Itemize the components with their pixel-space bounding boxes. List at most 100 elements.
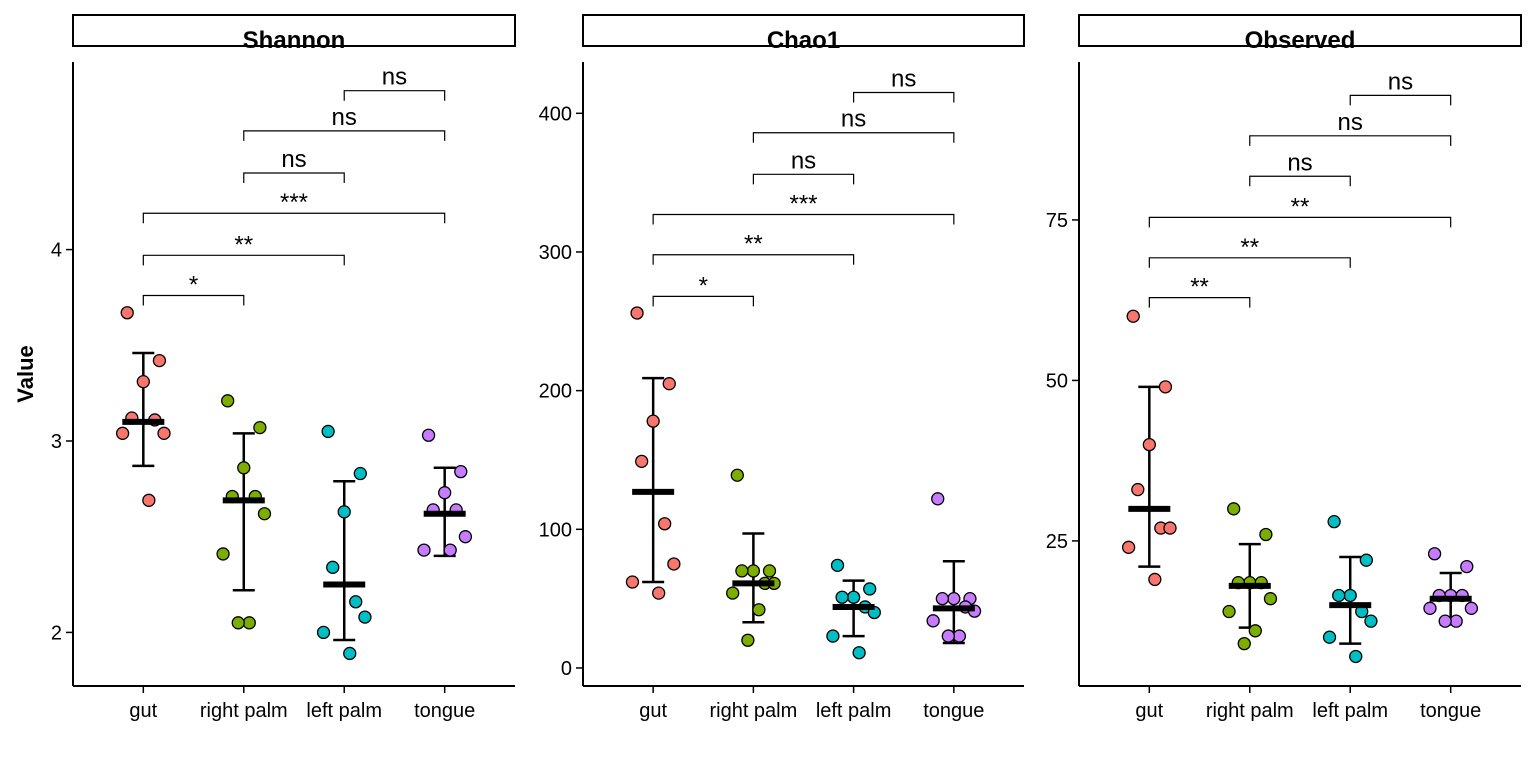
significance-bracket: ** (1148, 234, 1351, 268)
data-point (421, 428, 436, 442)
bracket-line (853, 91, 955, 103)
facet-strip (1078, 14, 1522, 47)
significance-label: ns (382, 64, 407, 91)
data-point (253, 420, 267, 435)
bracket-line (752, 173, 855, 185)
series-gut (1121, 309, 1177, 587)
data-point (136, 375, 150, 389)
significance-label: ns (1287, 149, 1312, 176)
significance-bracket: ns (1349, 68, 1452, 106)
bracket-line (752, 132, 955, 143)
bracket-line (652, 213, 955, 225)
y-tick-label: 100 (539, 519, 572, 541)
bracket-line (243, 172, 345, 184)
data-point (1423, 601, 1437, 615)
significance-label: ns (891, 66, 916, 93)
facet-strip (582, 14, 1025, 47)
x-tick-label: gut (129, 700, 157, 722)
data-point (1359, 553, 1373, 567)
significance-label: ** (1240, 234, 1259, 261)
data-point (157, 426, 171, 440)
data-point (349, 595, 363, 609)
data-point (863, 582, 877, 596)
data-point (926, 614, 940, 628)
data-point (1332, 588, 1346, 603)
y-tick-label: 75 (1046, 210, 1068, 232)
series-tongue (1423, 547, 1479, 628)
x-tick-label: right palm (709, 700, 797, 722)
data-point (454, 464, 468, 479)
data-point (353, 466, 367, 481)
x-tick-label: left palm (816, 700, 892, 722)
significance-bracket: * (142, 272, 245, 306)
panel-chao1: Chao1 0 100 200 300 400 gut right palm left palm… (539, 14, 1025, 722)
data-point (221, 394, 235, 408)
bracket-line (1249, 135, 1452, 146)
panel-observed: Observed 25 50 75 gut right palm left palm tong… (1046, 14, 1522, 722)
data-point (237, 461, 251, 475)
significance-label: ** (1291, 193, 1310, 220)
data-point (846, 590, 861, 604)
facet-title: Shannon (243, 27, 346, 54)
bracket-line (1148, 216, 1452, 228)
data-point (458, 530, 473, 544)
series-right-palm (1222, 502, 1278, 651)
bracket-line (1349, 94, 1452, 106)
data-point (1343, 588, 1357, 603)
bracket-line (343, 90, 446, 101)
data-point (625, 575, 640, 589)
data-point (1121, 540, 1136, 554)
data-point (635, 454, 649, 469)
y-tick-label: 300 (539, 242, 572, 264)
data-point (935, 591, 949, 606)
data-point (1322, 630, 1337, 644)
significance-bracket: * (652, 272, 754, 307)
data-point (1263, 592, 1278, 606)
x-tick-label: left palm (306, 700, 382, 722)
data-point (152, 353, 167, 368)
series-right-palm (216, 394, 272, 630)
data-point (1227, 502, 1241, 516)
data-point (1449, 614, 1463, 628)
data-point (741, 633, 755, 647)
data-point (667, 557, 681, 571)
data-point (1148, 572, 1162, 587)
significance-bracket: ns (752, 147, 855, 185)
data-point (257, 507, 272, 521)
significance-bracket: ** (1148, 193, 1452, 228)
series-gut (625, 306, 681, 600)
data-point (1248, 624, 1262, 638)
data-point (417, 543, 431, 557)
data-point (730, 468, 744, 482)
significance-label: ** (234, 231, 253, 258)
data-point (1126, 309, 1140, 323)
series-left-palm (1322, 515, 1378, 664)
significance-bracket: ns (243, 104, 446, 141)
series-left-palm (826, 558, 881, 660)
data-point (142, 493, 156, 507)
bracket-line (652, 254, 855, 265)
data-point (1427, 547, 1442, 561)
bracket-line (1249, 175, 1351, 187)
data-point (947, 591, 961, 606)
data-point (952, 629, 967, 643)
significance-label: ** (744, 231, 763, 258)
significance-bracket: ns (1249, 109, 1452, 146)
y-tick-label: 2 (51, 622, 62, 644)
data-point (830, 558, 845, 573)
bracket-line (1148, 297, 1251, 308)
y-tick-label: 3 (51, 431, 62, 453)
significance-label: ns (281, 146, 306, 173)
data-point (1464, 601, 1479, 615)
data-point (1222, 604, 1236, 619)
significance-bracket: *** (142, 189, 446, 224)
significance-bracket: ns (853, 66, 955, 103)
data-point (1364, 614, 1378, 628)
significance-bracket: ns (752, 106, 955, 143)
series-tongue (417, 428, 473, 558)
data-point (931, 492, 945, 506)
x-tick-label: tongue (1420, 700, 1481, 722)
